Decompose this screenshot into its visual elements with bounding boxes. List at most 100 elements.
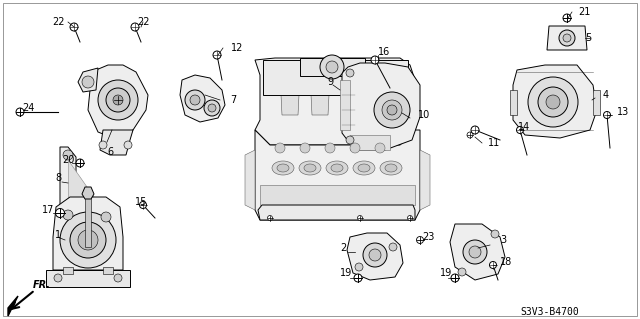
Polygon shape xyxy=(53,197,123,270)
Polygon shape xyxy=(350,135,390,150)
Circle shape xyxy=(563,14,571,22)
Circle shape xyxy=(389,243,397,251)
Ellipse shape xyxy=(304,164,316,172)
Polygon shape xyxy=(100,130,133,155)
Bar xyxy=(263,60,408,95)
Polygon shape xyxy=(46,270,130,287)
Circle shape xyxy=(363,243,387,267)
Text: 4: 4 xyxy=(603,90,609,100)
Polygon shape xyxy=(340,80,350,130)
Text: 14: 14 xyxy=(518,122,531,132)
Circle shape xyxy=(70,222,106,258)
Polygon shape xyxy=(280,75,300,115)
Circle shape xyxy=(408,216,413,220)
Polygon shape xyxy=(63,267,73,274)
Polygon shape xyxy=(593,90,600,115)
Circle shape xyxy=(491,230,499,238)
Polygon shape xyxy=(255,58,415,145)
Text: 9: 9 xyxy=(327,77,333,87)
Text: 19: 19 xyxy=(340,268,352,278)
Circle shape xyxy=(140,202,147,209)
Circle shape xyxy=(469,246,481,258)
Polygon shape xyxy=(513,65,597,138)
Circle shape xyxy=(559,30,575,46)
Polygon shape xyxy=(68,160,103,210)
Text: 8: 8 xyxy=(55,173,61,183)
Ellipse shape xyxy=(380,161,402,175)
Circle shape xyxy=(387,105,397,115)
Text: 3: 3 xyxy=(500,235,506,245)
Text: 16: 16 xyxy=(378,47,390,57)
Circle shape xyxy=(528,77,578,127)
Polygon shape xyxy=(547,26,587,50)
Polygon shape xyxy=(78,68,98,92)
Circle shape xyxy=(185,90,205,110)
Bar xyxy=(260,185,415,205)
Ellipse shape xyxy=(272,161,294,175)
Ellipse shape xyxy=(299,161,321,175)
Circle shape xyxy=(204,100,220,116)
Circle shape xyxy=(516,127,524,133)
Circle shape xyxy=(60,212,116,268)
Circle shape xyxy=(16,108,24,116)
Text: FR.: FR. xyxy=(33,280,51,290)
Circle shape xyxy=(354,274,362,282)
Circle shape xyxy=(604,112,611,118)
Circle shape xyxy=(355,263,363,271)
Bar xyxy=(300,58,365,76)
Polygon shape xyxy=(103,267,113,274)
Text: 21: 21 xyxy=(578,7,590,17)
Circle shape xyxy=(326,61,338,73)
Ellipse shape xyxy=(331,164,343,172)
Text: 13: 13 xyxy=(617,107,629,117)
Circle shape xyxy=(101,212,111,222)
Circle shape xyxy=(98,80,138,120)
Circle shape xyxy=(56,209,65,218)
Ellipse shape xyxy=(385,164,397,172)
Circle shape xyxy=(63,210,73,220)
Circle shape xyxy=(325,143,335,153)
Text: 23: 23 xyxy=(422,232,435,242)
Ellipse shape xyxy=(353,161,375,175)
Polygon shape xyxy=(60,147,113,223)
Circle shape xyxy=(63,150,73,160)
Circle shape xyxy=(346,69,354,77)
Polygon shape xyxy=(245,150,255,210)
Circle shape xyxy=(490,262,497,269)
Circle shape xyxy=(375,143,385,153)
Polygon shape xyxy=(310,75,330,115)
Polygon shape xyxy=(370,75,390,115)
Ellipse shape xyxy=(277,164,289,172)
Circle shape xyxy=(346,136,354,144)
Text: 1: 1 xyxy=(55,230,61,240)
Polygon shape xyxy=(255,130,420,220)
Circle shape xyxy=(371,56,379,64)
Text: 18: 18 xyxy=(500,257,512,267)
Polygon shape xyxy=(450,224,505,280)
Circle shape xyxy=(78,230,98,250)
Text: 5: 5 xyxy=(585,33,591,43)
Circle shape xyxy=(451,274,459,282)
Text: 2: 2 xyxy=(340,243,346,253)
Polygon shape xyxy=(510,90,517,115)
Polygon shape xyxy=(420,150,430,210)
Circle shape xyxy=(369,249,381,261)
Circle shape xyxy=(374,92,410,128)
Circle shape xyxy=(114,274,122,282)
Ellipse shape xyxy=(326,161,348,175)
Polygon shape xyxy=(342,63,420,150)
Circle shape xyxy=(113,95,123,105)
Text: 10: 10 xyxy=(418,110,430,120)
Ellipse shape xyxy=(358,164,370,172)
Circle shape xyxy=(70,23,78,31)
Circle shape xyxy=(471,126,479,134)
Text: S3V3-B4700: S3V3-B4700 xyxy=(520,307,579,317)
Circle shape xyxy=(538,87,568,117)
Circle shape xyxy=(131,23,139,31)
Text: 6: 6 xyxy=(107,147,113,157)
Circle shape xyxy=(275,143,285,153)
Text: 7: 7 xyxy=(230,95,236,105)
Circle shape xyxy=(382,100,402,120)
Polygon shape xyxy=(82,187,94,199)
Text: 20: 20 xyxy=(62,155,74,165)
